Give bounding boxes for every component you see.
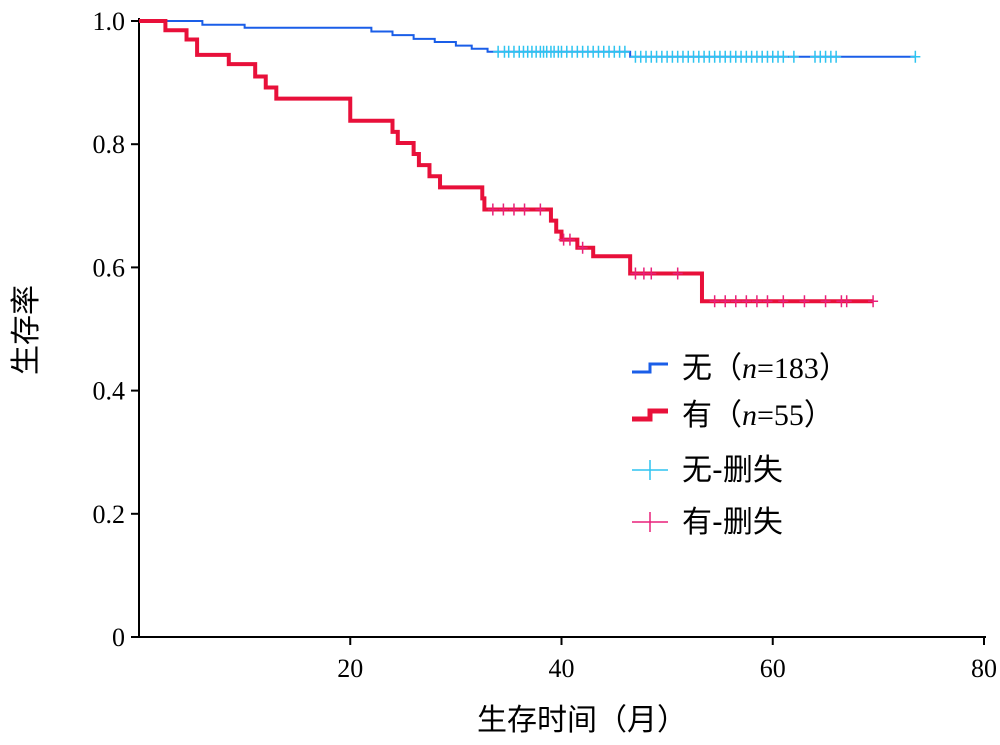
censor-mark xyxy=(709,295,720,308)
censor-mark xyxy=(762,295,773,308)
survival-curve xyxy=(139,19,874,304)
censor-mark xyxy=(741,295,752,308)
censor-mark xyxy=(799,295,810,308)
x-tick-label: 20 xyxy=(337,654,363,683)
censor-mark xyxy=(630,267,641,280)
y-tick-label: 0.6 xyxy=(93,253,126,282)
legend-censor-swatch xyxy=(632,460,668,480)
censor-mark xyxy=(910,50,921,63)
censor-mark xyxy=(831,50,842,63)
y-tick-label: 1.0 xyxy=(93,7,126,36)
y-tick-label: 0.4 xyxy=(93,377,126,406)
series-1 xyxy=(139,20,921,63)
censor-mark xyxy=(868,295,879,308)
censor-mark xyxy=(820,295,831,308)
legend-swatch xyxy=(632,408,668,422)
censor-mark xyxy=(487,203,498,216)
censor-mark xyxy=(519,203,530,216)
x-tick-label: 80 xyxy=(971,654,997,683)
censor-mark xyxy=(646,267,657,280)
censor-mark xyxy=(778,295,789,308)
censor-mark xyxy=(535,203,546,216)
plot-area xyxy=(139,19,921,308)
legend-swatch xyxy=(632,362,668,374)
censor-mark xyxy=(788,50,799,63)
legend-label: 无（n=183） xyxy=(682,351,849,386)
axes: 0 0.2 0.4 0.6 0.8 1.0 20 40 60 80 xyxy=(93,7,998,683)
x-axis-title: 生存时间（月） xyxy=(477,703,687,738)
censor-mark xyxy=(751,295,762,308)
x-tick-label: 40 xyxy=(549,654,575,683)
y-tick-label: 0.2 xyxy=(93,500,126,529)
survival-curve xyxy=(139,20,916,58)
legend-censor-label: 有-删失 xyxy=(682,505,783,540)
censor-mark xyxy=(577,241,588,254)
legend-label: 有（n=55） xyxy=(682,398,834,433)
y-tick-label: 0.8 xyxy=(93,130,126,159)
censor-mark xyxy=(720,295,731,308)
legend-censor-label: 无-删失 xyxy=(682,453,783,488)
censor-mark xyxy=(672,267,683,280)
legend: 无（n=183） 有（n=55） 无-删失有-删失 xyxy=(632,351,849,540)
censor-mark xyxy=(498,203,509,216)
censor-mark xyxy=(778,50,789,63)
y-axis-title: 生存率 xyxy=(9,285,44,375)
x-tick-label: 60 xyxy=(760,654,786,683)
censor-mark xyxy=(841,295,852,308)
censor-mark xyxy=(619,45,630,58)
y-tick-label: 0 xyxy=(112,623,125,652)
series-2 xyxy=(139,19,879,308)
censor-mark xyxy=(730,295,741,308)
censor-mark xyxy=(564,233,575,246)
censor-mark xyxy=(508,203,519,216)
legend-censor-swatch xyxy=(632,512,668,532)
